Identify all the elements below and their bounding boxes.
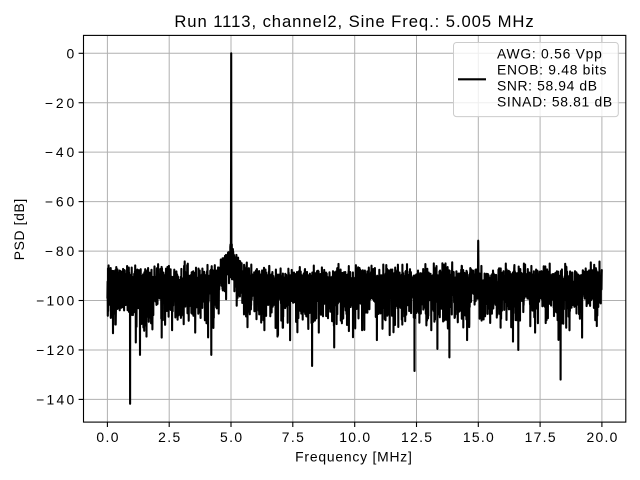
svg-text:Frequency [MHz]: Frequency [MHz] [295,449,412,465]
svg-text:10.0: 10.0 [339,429,370,445]
svg-text:Run 1113, channel2, Sine Freq.: Run 1113, channel2, Sine Freq.: 5.005 MH… [174,12,533,31]
svg-text:12.5: 12.5 [401,429,432,445]
svg-text:15.0: 15.0 [463,429,494,445]
svg-text:0.0: 0.0 [96,429,118,445]
svg-text:5.0: 5.0 [220,429,242,445]
svg-text:SINAD: 58.81 dB: SINAD: 58.81 dB [497,94,612,110]
svg-text:AWG: 0.56 Vpp: AWG: 0.56 Vpp [497,45,602,61]
svg-text:−80: −80 [45,243,75,259]
svg-text:0: 0 [66,45,74,61]
svg-text:−20: −20 [45,95,75,111]
svg-text:PSD [dB]: PSD [dB] [11,199,27,261]
svg-text:2.5: 2.5 [158,429,180,445]
svg-text:ENOB: 9.48 bits: ENOB: 9.48 bits [497,61,606,77]
svg-text:−40: −40 [45,144,75,160]
svg-text:20.0: 20.0 [586,429,617,445]
svg-text:7.5: 7.5 [282,429,304,445]
svg-text:SNR: 58.94 dB: SNR: 58.94 dB [497,78,597,94]
svg-text:−60: −60 [45,194,75,210]
svg-text:17.5: 17.5 [525,429,556,445]
